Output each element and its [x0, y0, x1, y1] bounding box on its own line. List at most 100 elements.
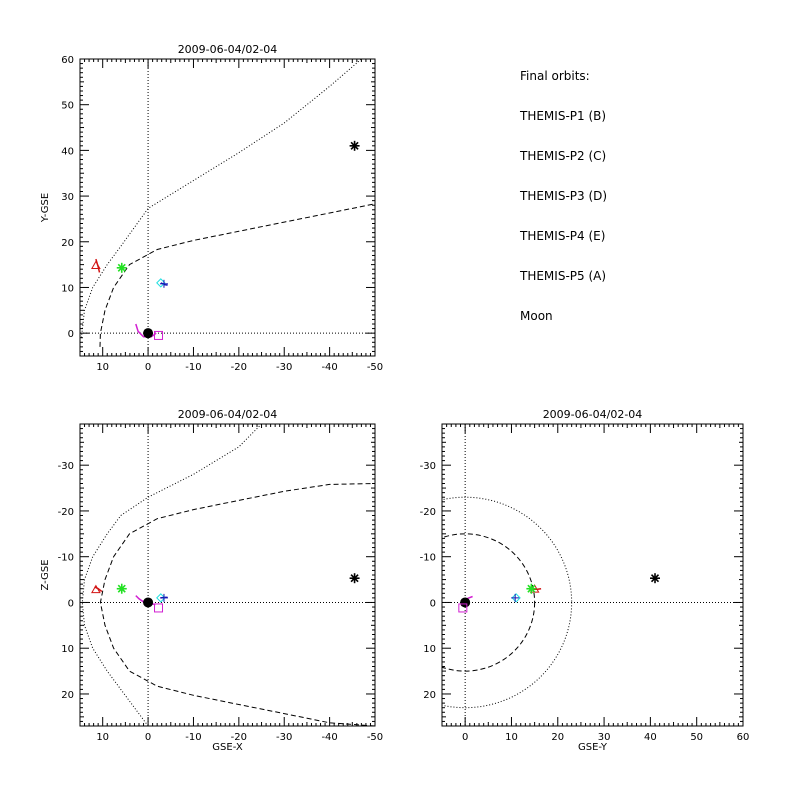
y-tick-label: -20: [420, 507, 436, 518]
bow-shock-circle: [442, 496, 573, 709]
marker-themis-p5-a: [154, 330, 164, 340]
x-tick-label: -40: [321, 362, 337, 373]
y-tick-label: 0: [68, 329, 74, 340]
marker-themis-p4-e: [159, 593, 168, 602]
x-tick-label: 50: [690, 732, 703, 743]
panel-1: 10 0 -10 -20 -30 -40 -50 0 10 20 30 40 50 60 2009-06-0…: [40, 43, 383, 373]
asterisk-stroke: [117, 263, 126, 272]
marker-moon: [349, 573, 360, 584]
legend: Final orbits: THEMIS-P1 (B) THEMIS-P2 (C…: [519, 69, 607, 323]
magnetopause-curve: [99, 483, 375, 726]
x-tick-label: -50: [367, 732, 383, 743]
marker-moon: [349, 140, 360, 151]
y-axis-label: Z-GSE: [40, 559, 51, 590]
marker-themis-p1-b: [91, 260, 101, 270]
asterisk-stroke: [350, 574, 359, 583]
diamond-symbol: [156, 278, 166, 288]
orbit-arc: [135, 323, 157, 338]
x-tick-label: 0: [145, 732, 151, 743]
square-symbol: [154, 330, 164, 340]
x-tick-label: 10: [96, 732, 109, 743]
earth-marker: [143, 328, 154, 339]
magnetopause-curve: [99, 203, 375, 347]
marker-themis-p2-c: [116, 583, 127, 594]
orbit-arc: [95, 258, 101, 273]
y-tick-label: 10: [423, 644, 436, 655]
x-tick-label: 0: [462, 732, 468, 743]
x-tick-label: 60: [737, 732, 750, 743]
marker-themis-p3-d: [156, 593, 166, 603]
panel-title: 2009-06-04/02-04: [543, 408, 643, 421]
marker-themis-p3-d: [511, 593, 521, 603]
x-axis-label: GSE-X: [212, 742, 243, 753]
y-axis-label: Y-GSE: [40, 193, 51, 223]
minor-ticks: [441, 423, 744, 727]
plot-area: [80, 424, 375, 726]
plot-frame: [79, 58, 376, 357]
diamond-symbol: [511, 593, 521, 603]
x-tick-label: -20: [231, 732, 247, 743]
x-tick-label: 30: [598, 732, 611, 743]
marker-themis-p4-e: [511, 593, 520, 602]
earth-marker: [460, 597, 471, 608]
panel-3: 0 10 20 30 40 50 60 20 10 0 -10 -20 -30 2009-06-04/02…: [420, 408, 750, 753]
x-tick-label: -50: [367, 362, 383, 373]
legend-entry-p3: THEMIS-P3 (D): [519, 189, 607, 203]
marker-themis-p5-a: [154, 603, 164, 613]
square-symbol: [154, 603, 164, 613]
asterisk-stroke: [350, 141, 359, 150]
y-tick-label: -10: [420, 553, 436, 564]
y-tick-label: -30: [58, 461, 74, 472]
asterisk-stroke: [117, 584, 126, 593]
panel-2: 10 0 -10 -20 -30 -40 -50 20 10 0 -10 -20 -30 2009-06-…: [40, 408, 383, 753]
marker-moon: [650, 573, 661, 584]
x-tick-label: 10: [96, 362, 109, 373]
panel-title: 2009-06-04/02-04: [178, 43, 278, 56]
panel-title: 2009-06-04/02-04: [178, 408, 278, 421]
y-tick-label: 10: [61, 283, 74, 294]
marker-themis-p1-b: [91, 584, 101, 594]
earth-marker: [143, 597, 154, 608]
plot-frame: [441, 423, 744, 727]
x-tick-label: -20: [231, 362, 247, 373]
marker-themis-p5-a: [458, 603, 468, 613]
x-tick-label: -30: [276, 732, 292, 743]
magnetopause-circle: [442, 533, 536, 672]
marker-themis-p2-c: [526, 583, 537, 594]
x-tick-label: -30: [276, 362, 292, 373]
y-tick-label: 20: [61, 690, 74, 701]
legend-entry-p1: THEMIS-P1 (B): [519, 109, 606, 123]
y-tick-label: 0: [68, 598, 74, 609]
legend-entry-p2: THEMIS-P2 (C): [519, 149, 606, 163]
y-tick-label: 20: [423, 690, 436, 701]
legend-title: Final orbits:: [520, 69, 590, 83]
x-tick-label: 10: [505, 732, 518, 743]
bow-shock-curve: [81, 424, 262, 726]
diamond-symbol: [156, 593, 166, 603]
marker-themis-p3-d: [156, 278, 166, 288]
triangle-symbol: [91, 260, 101, 270]
x-tick-label: -10: [185, 732, 201, 743]
plot-area: [442, 424, 743, 726]
y-tick-label: 30: [61, 192, 74, 203]
legend-entry-moon: Moon: [520, 309, 553, 323]
minor-ticks: [79, 423, 376, 727]
y-tick-label: -30: [420, 461, 436, 472]
x-tick-label: -40: [321, 732, 337, 743]
x-tick-label: 0: [145, 362, 151, 373]
y-tick-label: 20: [61, 238, 74, 249]
x-tick-label: 40: [644, 732, 657, 743]
marker-themis-p4-e: [159, 279, 168, 288]
y-tick-label: 10: [61, 644, 74, 655]
x-tick-label: -10: [185, 362, 201, 373]
bow-shock-curve: [80, 59, 362, 338]
asterisk-stroke: [650, 574, 660, 583]
x-tick-label: 20: [551, 732, 564, 743]
square-symbol: [458, 603, 468, 613]
y-tick-label: 40: [61, 146, 74, 157]
y-tick-label: 60: [61, 55, 74, 66]
triangle-symbol: [91, 584, 101, 594]
plot-frame: [79, 423, 376, 727]
x-axis-label: GSE-Y: [578, 742, 608, 753]
